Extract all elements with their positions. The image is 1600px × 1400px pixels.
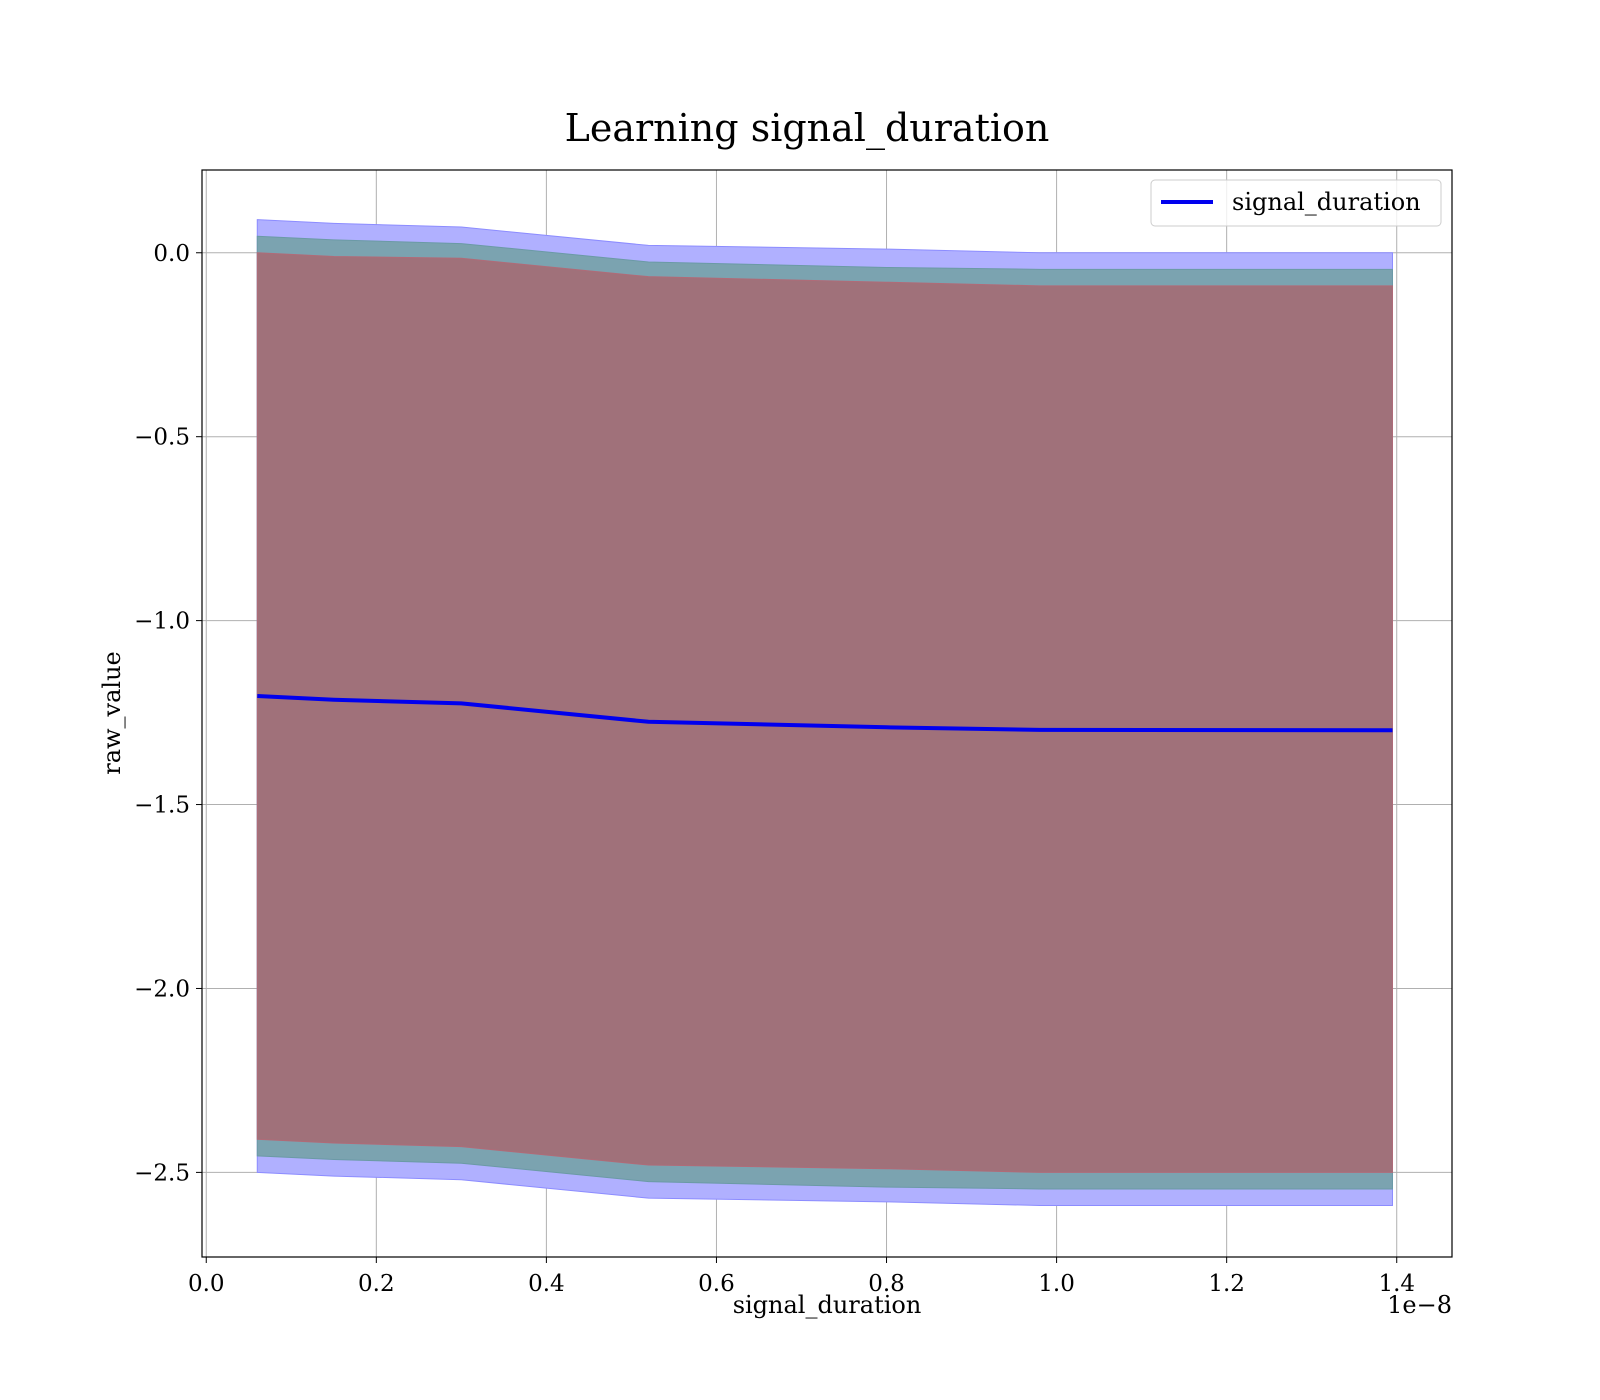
x-tick-label: 0.4 [528,1271,565,1297]
x-axis-ticks: 0.0 0.2 0.4 0.6 0.8 1.0 1.2 1.4 [188,1257,1415,1297]
y-tick-label: −1.5 [134,793,190,819]
chart-title: Learning signal_duration [565,106,1050,151]
x-tick-label: 0.2 [358,1271,395,1297]
y-tick-label: 0.0 [153,241,190,267]
confidence-bands [256,219,1393,1207]
x-tick-label: 1.4 [1378,1271,1415,1297]
x-axis-offset-text: 1e−8 [1387,1291,1452,1319]
x-tick-label: 1.2 [1208,1271,1245,1297]
x-tick-label: 1.0 [1038,1271,1075,1297]
series-lines [257,694,1393,733]
legend-box [1150,179,1442,227]
x-tick-label: 0.6 [698,1271,735,1297]
series-line-signal-duration [257,694,1393,733]
y-axis-ticks: 0.0 −0.5 −1.0 −1.5 −2.0 −2.5 [134,241,202,1186]
y-tick-label: −0.5 [134,425,190,451]
legend-entry-signal-duration: signal_duration [1232,188,1421,216]
y-axis-label: raw_value [98,651,126,775]
y-tick-label: −1.0 [134,609,190,635]
x-axis-label: signal_duration [733,1291,922,1319]
plot-area-frame [201,169,1453,1258]
x-tick-label: 0.8 [868,1271,905,1297]
y-tick-label: −2.5 [134,1160,190,1186]
inner-band [256,252,1393,1173]
legend: signal_duration [1150,179,1442,227]
x-tick-label: 0.0 [188,1271,225,1297]
y-tick-label: −2.0 [134,976,190,1002]
